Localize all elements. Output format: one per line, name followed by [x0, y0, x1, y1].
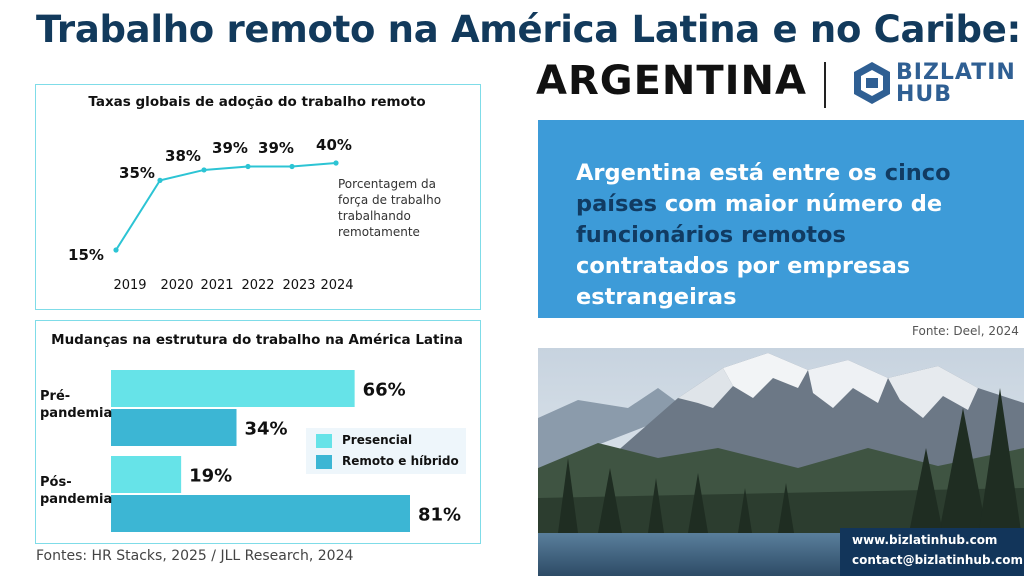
bar-pre-presencial: [111, 370, 355, 407]
mountain-lake-photo: [538, 348, 1024, 576]
callout-part1: Argentina está entre os: [576, 160, 885, 186]
callout-highlight-cinco: cinco países: [576, 160, 951, 217]
logo-mark-icon: [854, 62, 890, 104]
category-label-pos-line2: pandemia: [40, 492, 113, 507]
line-data-label-2022: 39%: [212, 139, 248, 157]
line-data-label-2021: 38%: [165, 147, 201, 165]
line-point-2020: [157, 177, 163, 183]
contact-email-link[interactable]: contact@bizlatinhub.com: [852, 553, 1023, 567]
line-x-tick-2024: 2024: [320, 278, 353, 293]
line-data-label-2023: 39%: [258, 139, 294, 157]
page-title: Trabalho remoto na América Latina e no C…: [36, 8, 1022, 51]
callout-text: Argentina está entre os cinco países com…: [576, 158, 1006, 313]
legend-swatch-remoto: [316, 455, 332, 469]
callout-part3: com maior número de: [657, 191, 943, 217]
line-x-tick-2019: 2019: [113, 278, 146, 293]
line-chart-title: Taxas globais de adoção do trabalho remo…: [88, 94, 426, 110]
line-data-label-2024: 40%: [316, 136, 352, 154]
callout-source: Fonte: Deel, 2024: [912, 324, 1019, 338]
line-data-label-2020: 35%: [119, 164, 155, 182]
callout-part5: contratados por empresas estrangeiras: [576, 253, 911, 310]
line-data-label-2019: 15%: [68, 246, 104, 264]
bar-label-pre-remoto: 34%: [245, 419, 288, 440]
line-chart-annotation: Porcentagem da força de trabalho trabalh…: [338, 177, 442, 239]
line-point-2023: [289, 163, 295, 170]
bar-chart-legend: [306, 428, 466, 474]
logo-text-line2: HUB: [896, 82, 953, 107]
line-point-2022: [245, 163, 251, 170]
line-point-2024: [333, 160, 339, 166]
line-x-tick-2022: 2022: [241, 278, 274, 293]
bar-label-pos-remoto: 81%: [418, 505, 461, 526]
sources-note: Fontes: HR Stacks, 2025 / JLL Research, …: [36, 548, 354, 564]
logo-text-line1: BIZLATIN: [896, 60, 1016, 85]
legend-swatch-presencial: [316, 434, 332, 448]
bar-chart-title: Mudanças na estrutura do trabalho na Amé…: [51, 332, 463, 348]
line-series: [115, 162, 337, 251]
category-label-pos: Pós- pandemia: [40, 474, 112, 508]
title-divider: [824, 62, 826, 108]
country-title: ARGENTINA: [536, 58, 807, 104]
line-x-tick-2020: 2020: [160, 278, 193, 293]
bar-label-pre-presencial: 66%: [363, 380, 406, 401]
contact-website-link[interactable]: www.bizlatinhub.com: [852, 533, 998, 547]
line-x-tick-2021: 2021: [200, 278, 233, 293]
line-point-2021: [201, 167, 207, 173]
callout-highlight-funcionarios: funcionários remotos: [576, 222, 846, 248]
category-label-pre-line2: pandemia: [40, 406, 113, 421]
category-label-pre-line1: Pré-: [40, 389, 71, 404]
bizlatinhub-logo: [854, 62, 890, 104]
line-x-tick-2023: 2023: [282, 278, 315, 293]
legend-label-presencial: Presencial: [342, 433, 413, 447]
bar-pre-remoto: [111, 409, 237, 446]
bar-pos-remoto: [111, 495, 410, 532]
legend-label-remoto: Remoto e híbrido: [342, 454, 459, 468]
line-chart-panel: [35, 84, 481, 310]
contact-box: [840, 528, 1024, 576]
category-label-pos-line1: Pós-: [40, 475, 72, 490]
bar-pos-presencial: [111, 456, 182, 493]
category-label-pre: Pré- pandemia: [40, 388, 112, 422]
line-point-2019: [113, 247, 119, 253]
callout-box: [538, 120, 1024, 318]
bar-label-pos-presencial: 19%: [189, 466, 232, 487]
